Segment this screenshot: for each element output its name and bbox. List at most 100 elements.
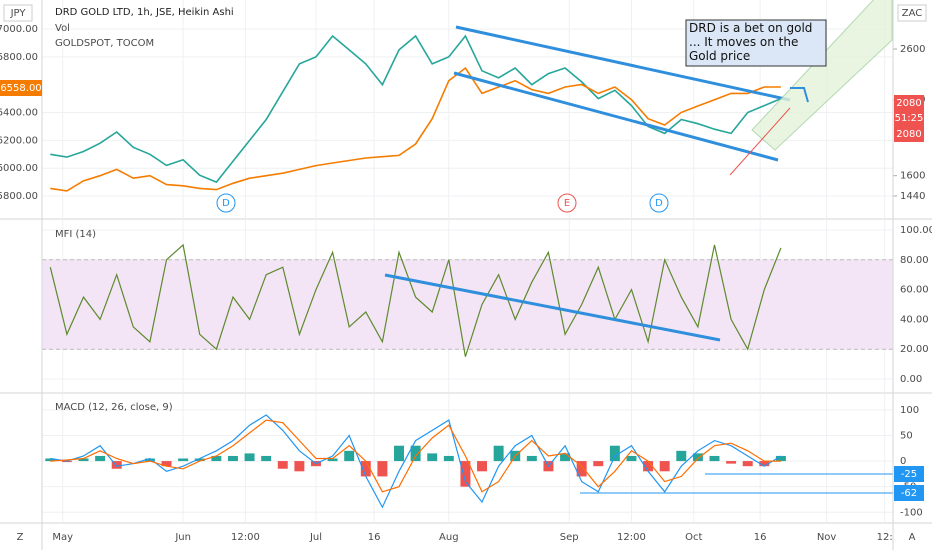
pitchfork [751,0,893,151]
x-tick-label: 12:00 [231,532,260,543]
y-tick-label: 7000.00 [0,24,38,35]
pitchfork-handle [729,107,791,176]
histogram-bar [709,455,720,462]
histogram-bar [144,458,155,462]
event-label: E [564,198,570,209]
mfi-title: MFI (14) [55,229,96,240]
histogram-bar [294,461,305,472]
histogram-bar [443,455,454,462]
y2-tick-label: 1600 [900,171,925,182]
band [42,259,893,350]
y-tick-label: 80.00 [900,255,929,266]
macd-tag: -25 [901,469,917,480]
histogram-bar [626,455,637,462]
histogram-bar [377,461,388,477]
macd-tag-box [894,485,924,501]
y-tick-label: 50 [900,430,913,441]
y-tick-label: 6000.00 [0,163,38,174]
histogram-bar [344,450,355,462]
histogram-bar [643,461,654,472]
x-tick-label: 12: [877,532,893,543]
trend-line [384,273,721,342]
event-marker [649,193,669,213]
histogram-bar [78,458,89,462]
histogram-bar [427,453,438,462]
histogram-bar [211,455,222,462]
event-label: D [222,198,230,209]
series-line [50,419,781,493]
toolbar-button[interactable]: A [909,532,916,543]
histogram-bar [560,453,571,462]
trend-line [455,25,791,102]
y-tick-label: 100 [900,405,919,416]
histogram-bar [742,461,753,467]
annotation-box [685,19,827,67]
histogram-bar [394,445,404,462]
toolbar-button[interactable]: Z [17,532,24,543]
y-tick-label: 5800.00 [0,191,38,202]
macd-tag: -62 [901,488,917,499]
vol-label: Vol [55,23,70,34]
histogram-bar [194,458,205,462]
series-line [49,243,782,357]
histogram-bar [609,445,620,462]
arrow [790,87,809,103]
price-tag-box [894,110,924,126]
histogram-bar [111,461,122,469]
x-tick-label: Jun [174,532,191,543]
y-tick-label: 6800.00 [0,52,38,63]
y-tick-label: 60.00 [900,285,929,296]
histogram-bar [726,461,737,464]
x-tick-label: 12:00 [617,532,646,543]
y-tick-label: 20.00 [900,344,929,355]
symbol-title: DRD GOLD LTD, 1h, JSE, Heikin Ashi [55,7,234,18]
series-line [50,66,781,192]
x-tick-label: Aug [439,532,459,543]
series-line [50,34,782,184]
histogram-bar [227,455,238,462]
histogram-bar [692,453,703,462]
x-tick-label: Oct [685,532,702,543]
y-tick-label: 0.00 [900,374,922,385]
y-tick-label: -100 [900,507,923,518]
y2-tick-label: 2600 [900,44,925,55]
macd-tag-box [894,466,924,482]
price-tag: 2080 [896,98,921,109]
histogram-bar [659,461,670,472]
last-price: 6558.00 [0,83,41,94]
price-tag-box [894,95,924,111]
y-tick-label: 40.00 [900,314,929,325]
x-tick-label: 16 [368,532,381,543]
histogram-bar [410,445,421,462]
x-tick-label: May [52,532,73,543]
histogram-bar [45,458,56,462]
price-tag: 51:25 [895,113,924,124]
histogram-bar [360,461,371,477]
annotation-text: DRD is a bet on gold ... It moves on the… [689,21,813,63]
event-marker [557,193,577,213]
histogram-bar [576,461,587,477]
histogram-bar [327,458,338,462]
histogram-bar [759,461,770,467]
x-tick-label: Jul [309,532,322,543]
y-tick-label: 6200.00 [0,135,38,146]
histogram-bar [277,461,288,469]
last-price-box [0,80,42,96]
right-currency: ZAC [902,8,923,19]
histogram-bar [261,455,272,462]
currency-box [3,4,33,22]
y-tick-label: 6400.00 [0,108,38,119]
histogram-bar [178,458,189,462]
histogram-bar [460,461,471,487]
y-tick-label: 100.00 [900,225,932,236]
y2-tick-label: 1440 [900,191,925,202]
series-line [50,414,782,509]
histogram-bar [775,455,786,462]
trend-line [453,71,779,162]
event-marker [216,193,236,213]
price-tag: 2080 [896,129,921,140]
x-tick-label: 16 [754,532,767,543]
histogram-bar [593,461,604,467]
histogram-bar [676,450,687,462]
